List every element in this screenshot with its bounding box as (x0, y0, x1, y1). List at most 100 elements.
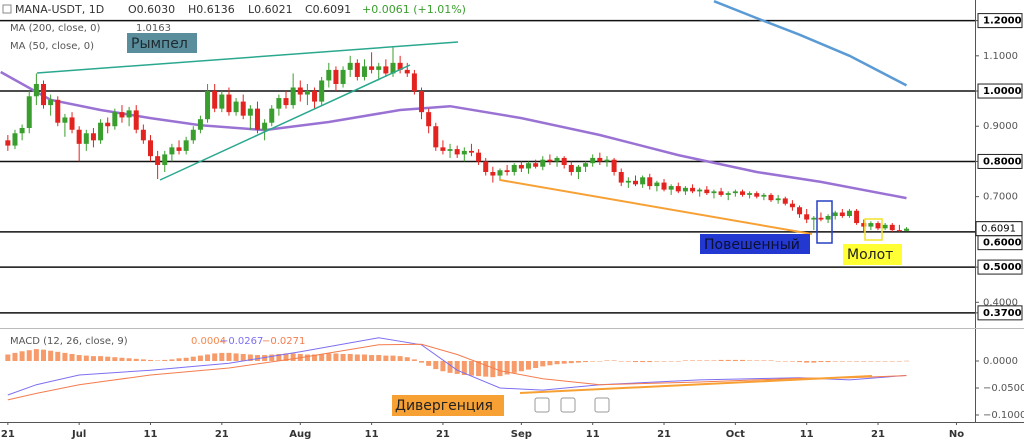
close: C0.6091 (305, 3, 351, 16)
candle-body (326, 69, 332, 81)
y-tick-label: 0.6000 (983, 238, 1022, 249)
macd-histogram-bar (611, 360, 617, 361)
macd-histogram-bar (105, 356, 111, 361)
annotation-box (700, 234, 810, 254)
x-tick-label: 21 (1, 429, 15, 440)
macd-histogram-bar (718, 359, 724, 361)
candle-body (262, 122, 268, 130)
macd-histogram-bar (526, 360, 532, 370)
candle-body (875, 223, 881, 229)
candle-body (219, 94, 225, 109)
open: O0.6030 (128, 3, 175, 16)
macd-histogram-bar (426, 360, 432, 366)
candle-body (754, 193, 760, 197)
macd-histogram-bar (811, 360, 817, 363)
macd-histogram-bar (804, 360, 810, 363)
reset[interactable] (594, 397, 610, 413)
signal-line (7, 343, 907, 401)
candle-body (640, 177, 646, 185)
candle-body (333, 69, 339, 84)
candle-body (854, 210, 860, 224)
macd-histogram-bar (797, 360, 803, 363)
annotation: Рымпел (131, 36, 188, 52)
symbol-icon[interactable] (2, 4, 12, 14)
macd-histogram-bar (647, 360, 653, 363)
x-tick-label: Sep (511, 429, 532, 440)
macd-histogram-bar (169, 359, 175, 361)
x-tick-label: 11 (586, 429, 600, 440)
macd-histogram-bar (233, 353, 239, 361)
candle-body (233, 101, 239, 113)
candle-body (140, 129, 146, 141)
macd-pane (5, 337, 910, 401)
macd-histogram-bar (468, 360, 474, 376)
candle-body (718, 191, 724, 195)
candle-body (426, 112, 432, 127)
candle-body (176, 147, 182, 151)
macd-histogram-bar (240, 353, 246, 361)
candle-body (69, 117, 75, 130)
y2-tick-label: −0.1000 (983, 410, 1024, 421)
macd-histogram-bar (312, 354, 318, 361)
y-tick-label: 1.2000 (983, 16, 1022, 27)
candle-body (411, 73, 417, 92)
candle-body (312, 91, 318, 102)
candle-body (155, 156, 161, 165)
candle-body (832, 212, 838, 217)
candle-body (447, 149, 453, 151)
candle-body (868, 223, 874, 227)
macd-histogram-bar (461, 360, 467, 376)
pennant-lower (159, 64, 411, 181)
macd-histogram-bar (247, 354, 253, 361)
candle-body (376, 66, 382, 70)
candle-body (904, 228, 910, 231)
macd-histogram-bar (419, 360, 425, 363)
macd-legend: MACD (12, 26, close, 9) (10, 336, 128, 347)
macd-histogram-bar (618, 360, 624, 362)
macd-histogram-bar (205, 354, 211, 361)
candle-body (190, 129, 196, 141)
candle-body (397, 62, 403, 70)
candle-body (568, 164, 574, 173)
candle-body (526, 163, 532, 169)
macd-histogram-bar (26, 350, 32, 361)
candle-body (675, 186, 681, 192)
candle-body (468, 150, 474, 153)
candle-body (354, 62, 360, 77)
macd-histogram-bar (846, 360, 852, 362)
ma50-legend: MA (50, close, 0) (10, 41, 94, 52)
macd-histogram-bar (369, 355, 375, 361)
macd-histogram-bar (404, 357, 410, 361)
scroll-left[interactable] (534, 397, 550, 413)
macd-histogram-bar (162, 359, 168, 361)
macd-histogram-bar (447, 360, 453, 373)
candle-body (846, 210, 852, 217)
macd-histogram-bar (155, 360, 161, 361)
macd-histogram-bar (333, 353, 339, 361)
candle-body (711, 191, 717, 194)
ma200-value: 1.0163 (136, 23, 171, 34)
candle-body (276, 98, 282, 109)
macd-histogram-bar (554, 360, 560, 365)
macd-histogram-bar (411, 359, 417, 361)
x-tick-label: 11 (144, 429, 158, 440)
candle-body (583, 163, 589, 167)
annotation-box (843, 244, 902, 265)
candle-body (383, 66, 389, 74)
x-tick-label: Aug (289, 429, 311, 440)
hanging-man-box (816, 200, 833, 244)
candle-body (747, 193, 753, 195)
macd-histogram-bar (875, 360, 881, 362)
macd-histogram-bar (361, 354, 367, 361)
y-tick-label: 0.3700 (983, 308, 1022, 319)
candle-body (704, 189, 710, 194)
candle-body (12, 133, 18, 146)
macd-histogram-bar (226, 352, 232, 361)
drawings: Рымпел Повешенный Молот Дивергенция (36, 33, 902, 416)
moving-average (713, 0, 908, 87)
macd-histogram-bar (654, 360, 660, 362)
macd-histogram-bar (133, 358, 139, 361)
macd-histogram-bar (590, 360, 596, 362)
change: +0.0061 (+1.01%) (362, 3, 466, 16)
scroll-right[interactable] (560, 397, 576, 413)
